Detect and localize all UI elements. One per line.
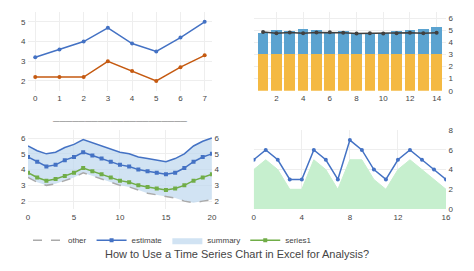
svg-text:6: 6 xyxy=(328,94,333,103)
svg-text:8: 8 xyxy=(348,213,353,222)
svg-text:10: 10 xyxy=(379,94,388,103)
svg-text:other: other xyxy=(68,236,87,245)
svg-text:5: 5 xyxy=(21,18,26,27)
svg-text:1: 1 xyxy=(57,94,62,103)
svg-text:4: 4 xyxy=(300,213,305,222)
svg-text:2: 2 xyxy=(449,62,454,71)
svg-text:0: 0 xyxy=(449,205,454,214)
svg-text:12: 12 xyxy=(405,94,414,103)
svg-text:5: 5 xyxy=(72,213,77,222)
svg-text:20: 20 xyxy=(207,213,216,222)
svg-text:8: 8 xyxy=(449,126,454,135)
svg-text:2: 2 xyxy=(215,197,220,206)
svg-text:5: 5 xyxy=(449,26,454,35)
svg-text:2: 2 xyxy=(449,185,454,194)
svg-text:16: 16 xyxy=(442,213,451,222)
svg-text:4: 4 xyxy=(21,37,26,46)
svg-text:12: 12 xyxy=(393,213,402,222)
svg-text:0: 0 xyxy=(26,213,31,222)
svg-text:2: 2 xyxy=(21,197,26,206)
svg-text:3: 3 xyxy=(21,181,26,190)
svg-text:0: 0 xyxy=(251,213,256,222)
svg-text:4: 4 xyxy=(301,94,306,103)
svg-text:8: 8 xyxy=(354,94,359,103)
svg-text:6: 6 xyxy=(449,146,454,155)
svg-text:14: 14 xyxy=(432,94,441,103)
svg-text:4: 4 xyxy=(449,38,454,47)
svg-text:1: 1 xyxy=(449,74,454,83)
svg-text:7: 7 xyxy=(202,94,207,103)
svg-text:3: 3 xyxy=(215,181,220,190)
svg-text:3: 3 xyxy=(449,50,454,59)
svg-text:2: 2 xyxy=(274,94,279,103)
svg-text:2: 2 xyxy=(81,94,86,103)
svg-text:10: 10 xyxy=(116,213,125,222)
svg-text:5: 5 xyxy=(154,94,159,103)
svg-text:─────────────────────: ───────────────────── xyxy=(52,116,188,126)
svg-text:6: 6 xyxy=(449,14,454,23)
svg-text:3: 3 xyxy=(106,94,111,103)
svg-text:4: 4 xyxy=(215,165,220,174)
svg-text:2: 2 xyxy=(21,77,26,86)
svg-text:5: 5 xyxy=(21,150,26,159)
svg-text:series1: series1 xyxy=(285,236,311,245)
svg-text:15: 15 xyxy=(161,213,170,222)
svg-text:summary: summary xyxy=(207,236,240,245)
svg-text:6: 6 xyxy=(178,94,183,103)
svg-text:3: 3 xyxy=(21,57,26,66)
svg-text:4: 4 xyxy=(449,165,454,174)
svg-text:5: 5 xyxy=(215,150,220,159)
svg-text:4: 4 xyxy=(21,165,26,174)
svg-text:6: 6 xyxy=(215,134,220,143)
svg-text:How to Use a Time Series Chart: How to Use a Time Series Chart in Excel … xyxy=(105,248,369,260)
svg-text:4: 4 xyxy=(130,94,135,103)
svg-text:0: 0 xyxy=(33,94,38,103)
svg-text:0: 0 xyxy=(449,87,454,96)
svg-text:estimate: estimate xyxy=(132,236,163,245)
svg-text:6: 6 xyxy=(21,134,26,143)
